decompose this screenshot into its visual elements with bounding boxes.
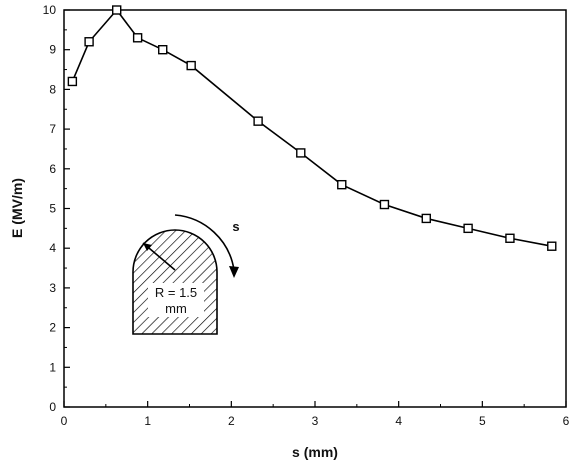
data-point-marker [112,5,122,15]
x-tick-label: 3 [312,414,319,428]
inset-radius-label-line1: R = 1.5 [155,285,197,300]
data-point-marker [547,241,557,251]
x-tick-label: 6 [563,414,570,428]
data-point-marker [132,33,143,43]
y-tick-label: 2 [49,321,56,335]
y-tick-label: 9 [49,43,56,57]
data-point-marker [253,116,263,126]
data-point-marker [84,37,94,47]
x-axis-title: s (mm) [292,444,338,460]
inset-arc-label: s [232,219,239,234]
chart-ticks [63,9,567,408]
y-tick-label: 10 [43,3,57,17]
y-tick-label: 8 [49,82,56,96]
x-tick-label: 2 [228,414,235,428]
data-point-marker [463,223,473,234]
radius-arrow-head [143,243,152,251]
arc-direction-arrowhead [229,266,239,278]
y-tick-label: 1 [49,360,56,374]
series-layer [67,5,557,251]
y-axis-title: E (MV/m) [9,178,25,238]
y-tick-label: 6 [49,162,56,176]
data-point-marker [421,213,431,224]
radius-label-background [148,283,204,317]
plot-frame [63,9,567,408]
series-line [71,8,552,248]
y-tick-label: 0 [49,400,56,414]
data-point-marker [296,148,306,158]
chart-axes [63,9,567,408]
inset-radius-label-line2: mm [165,301,187,316]
y-tick-label: 5 [49,202,56,216]
data-point-marker [505,233,515,243]
data-point-marker [158,45,168,55]
arc-direction-arrow [174,214,235,271]
x-tick-label: 0 [61,414,68,428]
data-point-marker [186,60,196,71]
x-tick-label: 1 [144,414,151,428]
x-tick-label: 4 [395,414,402,428]
chart-tick-labels: 0 1 2 3 4 5 6 0 1 2 3 4 5 6 7 8 9 10 [43,3,570,428]
y-tick-label: 4 [49,241,56,255]
y-tick-label: 7 [49,122,56,136]
data-point-marker [337,179,347,190]
x-tick-label: 5 [479,414,486,428]
electrode-inset-diagram: R = 1.5 mm s [132,214,240,335]
data-point-marker [379,199,390,210]
data-point-marker [67,76,78,87]
y-tick-label: 3 [49,281,56,295]
